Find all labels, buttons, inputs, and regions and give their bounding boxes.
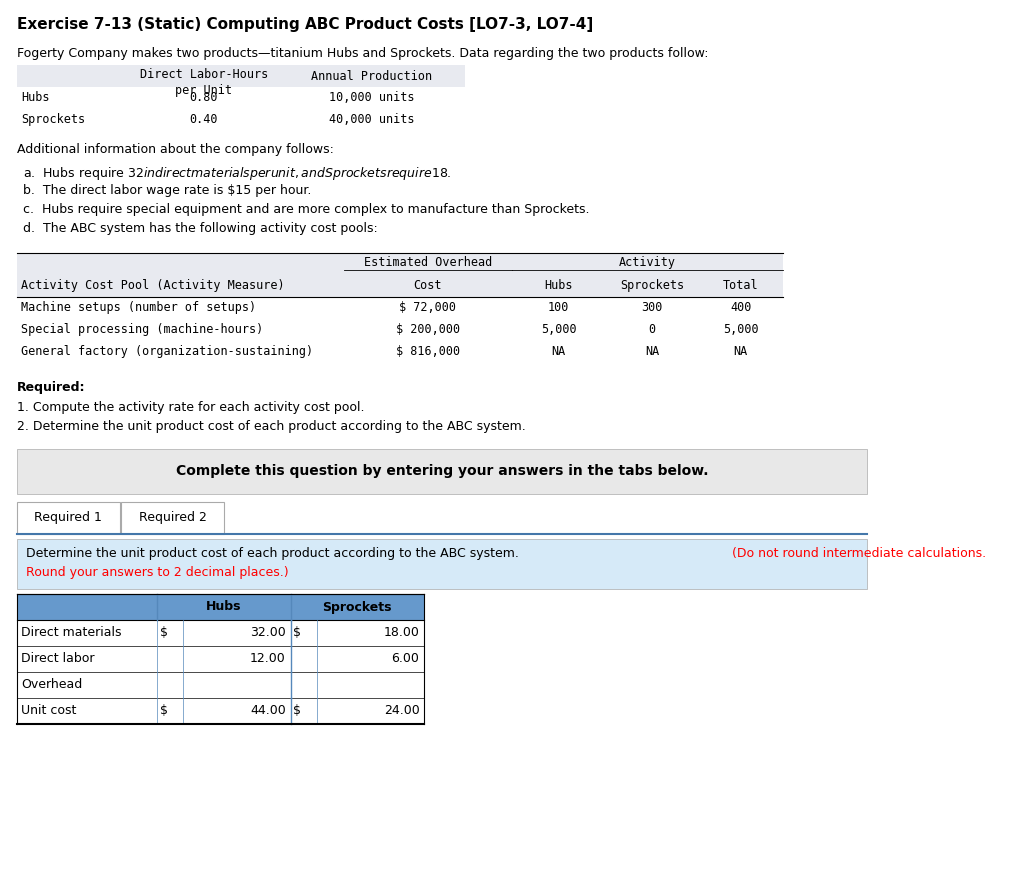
Text: 0.40: 0.40 xyxy=(189,113,218,126)
Text: 44.00: 44.00 xyxy=(250,705,286,718)
Text: $ 200,000: $ 200,000 xyxy=(396,323,460,336)
Text: Hubs: Hubs xyxy=(206,600,242,614)
Text: Estimated Overhead: Estimated Overhead xyxy=(364,256,492,269)
Text: 12.00: 12.00 xyxy=(250,653,286,666)
FancyBboxPatch shape xyxy=(16,539,867,589)
Text: Complete this question by entering your answers in the tabs below.: Complete this question by entering your … xyxy=(176,465,709,479)
FancyBboxPatch shape xyxy=(16,594,424,620)
Text: Sprockets: Sprockets xyxy=(22,113,86,126)
Text: Hubs: Hubs xyxy=(22,91,50,104)
Text: Activity: Activity xyxy=(618,256,676,269)
Text: 18.00: 18.00 xyxy=(384,627,420,640)
Text: 10,000 units: 10,000 units xyxy=(329,91,415,104)
Text: Overhead: Overhead xyxy=(22,679,83,692)
Text: $ 816,000: $ 816,000 xyxy=(396,345,460,358)
Text: Fogerty Company makes two products—titanium Hubs and Sprockets. Data regarding t: Fogerty Company makes two products—titan… xyxy=(16,47,709,60)
FancyBboxPatch shape xyxy=(122,502,224,534)
Text: Additional information about the company follows:: Additional information about the company… xyxy=(16,143,334,156)
FancyBboxPatch shape xyxy=(16,449,867,494)
Text: 5,000: 5,000 xyxy=(541,323,577,336)
FancyBboxPatch shape xyxy=(16,646,424,672)
Text: $: $ xyxy=(293,627,301,640)
Text: $: $ xyxy=(160,627,168,640)
Text: $: $ xyxy=(293,705,301,718)
Text: Total: Total xyxy=(723,279,759,292)
Text: NA: NA xyxy=(552,345,566,358)
Text: Exercise 7-13 (Static) Computing ABC Product Costs [LO7-3, LO7-4]: Exercise 7-13 (Static) Computing ABC Pro… xyxy=(16,17,593,32)
Text: Machine setups (number of setups): Machine setups (number of setups) xyxy=(22,301,257,314)
Text: 5,000: 5,000 xyxy=(723,323,759,336)
FancyBboxPatch shape xyxy=(16,502,120,534)
Text: 6.00: 6.00 xyxy=(391,653,420,666)
Text: Hubs: Hubs xyxy=(545,279,572,292)
FancyBboxPatch shape xyxy=(16,672,424,698)
Text: Unit cost: Unit cost xyxy=(22,705,77,718)
Text: 0.80: 0.80 xyxy=(189,91,218,104)
Text: 2. Determine the unit product cost of each product according to the ABC system.: 2. Determine the unit product cost of ea… xyxy=(16,420,525,433)
Text: NA: NA xyxy=(645,345,659,358)
Text: 40,000 units: 40,000 units xyxy=(329,113,415,126)
Text: 1. Compute the activity rate for each activity cost pool.: 1. Compute the activity rate for each ac… xyxy=(16,401,365,414)
Text: Direct materials: Direct materials xyxy=(22,627,122,640)
Text: c.  Hubs require special equipment and are more complex to manufacture than Spro: c. Hubs require special equipment and ar… xyxy=(24,203,590,216)
Text: Determine the unit product cost of each product according to the ABC system.: Determine the unit product cost of each … xyxy=(27,547,519,560)
Text: $ 72,000: $ 72,000 xyxy=(399,301,457,314)
Text: Cost: Cost xyxy=(414,279,442,292)
Text: Activity Cost Pool (Activity Measure): Activity Cost Pool (Activity Measure) xyxy=(22,279,285,292)
Text: (Do not round intermediate calculations.: (Do not round intermediate calculations. xyxy=(731,547,986,560)
Text: a.  Hubs require $32 in direct materials per unit, and Sprockets require $18.: a. Hubs require $32 in direct materials … xyxy=(24,165,452,182)
Text: b.  The direct labor wage rate is $15 per hour.: b. The direct labor wage rate is $15 per… xyxy=(24,184,311,197)
FancyBboxPatch shape xyxy=(16,65,465,87)
Text: $: $ xyxy=(160,705,168,718)
Text: 100: 100 xyxy=(548,301,569,314)
Text: Required:: Required: xyxy=(16,381,85,394)
Text: 300: 300 xyxy=(641,301,663,314)
Text: Sprockets: Sprockets xyxy=(323,600,392,614)
Text: 24.00: 24.00 xyxy=(384,705,420,718)
Text: Sprockets: Sprockets xyxy=(620,279,684,292)
Text: 32.00: 32.00 xyxy=(250,627,286,640)
FancyBboxPatch shape xyxy=(16,620,424,646)
Text: 400: 400 xyxy=(730,301,752,314)
Text: d.  The ABC system has the following activity cost pools:: d. The ABC system has the following acti… xyxy=(24,222,378,235)
Text: General factory (organization-sustaining): General factory (organization-sustaining… xyxy=(22,345,313,358)
Text: Required 1: Required 1 xyxy=(34,512,102,525)
Text: Special processing (machine-hours): Special processing (machine-hours) xyxy=(22,323,264,336)
Text: NA: NA xyxy=(734,345,748,358)
Text: Round your answers to 2 decimal places.): Round your answers to 2 decimal places.) xyxy=(27,566,289,579)
FancyBboxPatch shape xyxy=(16,253,783,297)
Text: Direct Labor-Hours
per Unit: Direct Labor-Hours per Unit xyxy=(139,68,268,97)
FancyBboxPatch shape xyxy=(16,698,424,724)
Text: 0: 0 xyxy=(648,323,655,336)
Text: Required 2: Required 2 xyxy=(139,512,207,525)
Text: Direct labor: Direct labor xyxy=(22,653,95,666)
Text: Annual Production: Annual Production xyxy=(311,70,432,83)
